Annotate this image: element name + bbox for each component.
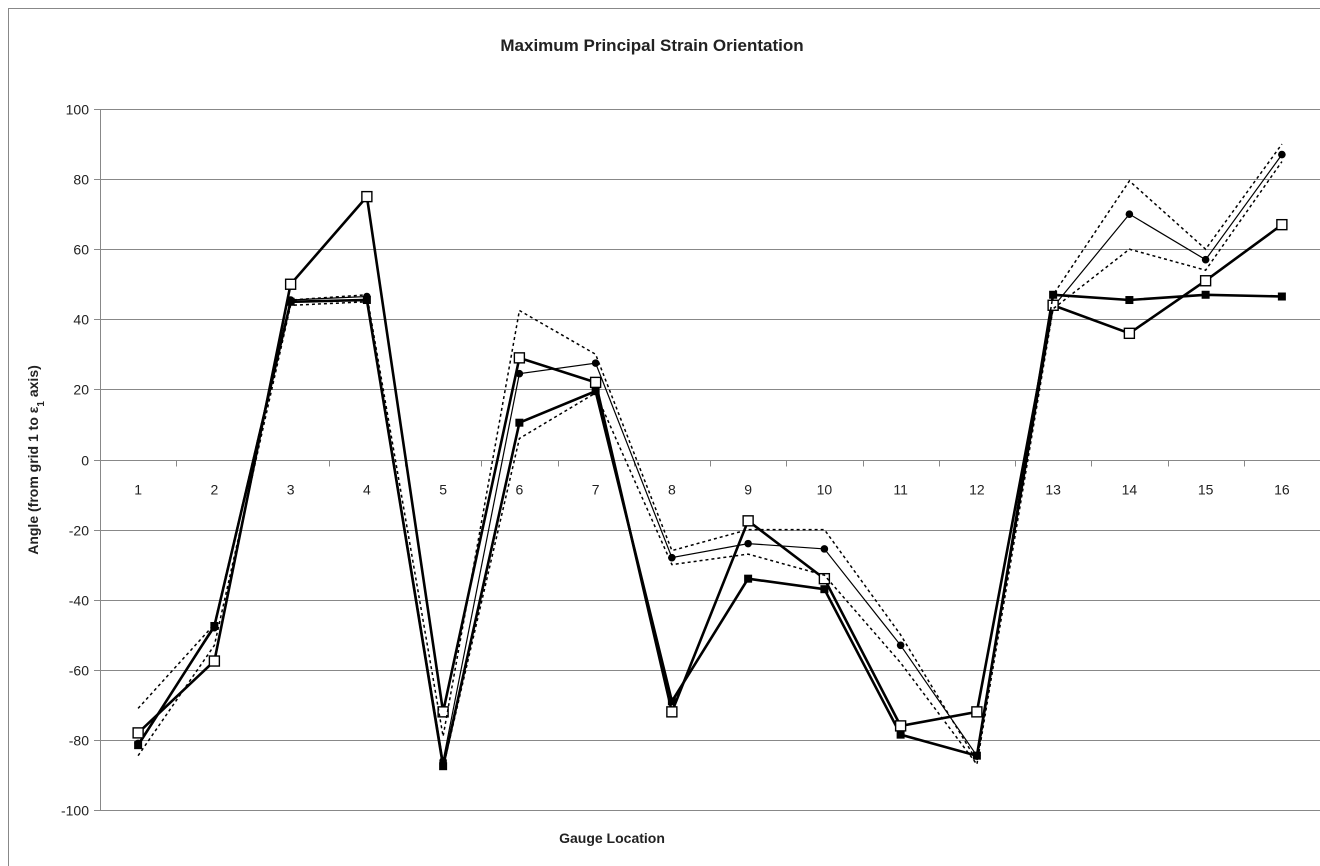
x-tick-label: 14	[1122, 482, 1138, 498]
series-line	[137, 293, 1282, 767]
x-tick-label: 10	[817, 482, 833, 498]
x-tick-label: 8	[668, 482, 676, 498]
data-point-circle	[1201, 255, 1210, 264]
x-tick-label: 7	[592, 482, 600, 498]
series-line	[137, 143, 1283, 764]
data-point-square-open	[361, 190, 373, 203]
data-point-square-filled	[820, 585, 829, 594]
x-axis: 1 2 3 4 5 6 7 8 9 10 11 12 13 14 15 16	[100, 460, 1320, 498]
y-tick-label: 0	[81, 453, 89, 469]
data-point-square-filled	[896, 730, 905, 739]
data-point-square-open	[513, 352, 526, 364]
data-point-square-open	[284, 278, 297, 290]
data-point-square-open	[666, 706, 678, 718]
series-2	[134, 150, 1286, 765]
x-tick-label: 13	[1045, 482, 1061, 498]
data-point-square-filled	[1125, 296, 1134, 305]
data-point-square-open	[1123, 327, 1136, 340]
x-tick-label: 6	[515, 482, 523, 498]
data-point-square-filled	[515, 418, 524, 427]
y-tick-label: 40	[73, 312, 89, 328]
data-point-circle	[210, 623, 219, 632]
y-tick-label: -40	[69, 593, 89, 609]
data-point-square-filled	[667, 697, 676, 706]
series-line	[137, 193, 1283, 734]
y-axis-title-subscript: 1	[36, 401, 47, 407]
data-point-circle	[1278, 150, 1286, 159]
data-series	[132, 143, 1288, 771]
y-tick-label: -20	[69, 523, 89, 539]
data-point-square-open	[1199, 275, 1212, 287]
chart-title: Maximum Principal Strain Orientation	[500, 36, 803, 55]
y-tick-label: 60	[73, 242, 89, 258]
series-4	[137, 143, 1283, 764]
x-tick-label: 12	[969, 482, 985, 498]
data-point-square-open	[818, 572, 831, 585]
data-point-square-open	[1047, 299, 1059, 311]
x-axis-title: Gauge Location	[559, 830, 665, 846]
x-tick-label: 16	[1274, 482, 1290, 498]
x-tick-label: 15	[1198, 482, 1214, 498]
data-point-circle	[744, 539, 752, 548]
data-point-square-open	[208, 655, 221, 667]
data-point-circle	[591, 359, 600, 367]
y-tick-label: 100	[66, 102, 90, 118]
data-point-circle	[896, 641, 905, 650]
data-point-square-filled	[1049, 290, 1058, 299]
y-tick-label: 20	[73, 382, 89, 398]
data-point-square-open	[894, 720, 907, 732]
data-point-square-open	[1276, 218, 1288, 231]
data-point-square-open	[132, 727, 144, 739]
gridlines	[94, 109, 1320, 811]
y-tick-labels: 100 80 60 40 20 0 -20 -40 -60 -80 -100	[61, 102, 89, 819]
data-point-square-filled	[744, 574, 753, 583]
y-tick-label: 80	[73, 172, 89, 188]
data-point-square-filled	[1201, 290, 1210, 299]
chart-frame	[8, 8, 1320, 866]
series-3	[132, 190, 1288, 739]
y-axis-title: Angle (from grid 1 to ε1 axis)	[25, 365, 47, 555]
x-tick-label: 1	[134, 482, 142, 498]
data-point-circle	[134, 739, 142, 748]
y-axis-title-suffix: axis)	[25, 365, 41, 401]
data-point-circle	[1125, 210, 1134, 218]
data-point-square-filled	[1277, 292, 1286, 301]
x-tick-label: 3	[287, 482, 295, 498]
x-tick-label: 5	[439, 482, 447, 498]
data-point-square-open	[742, 515, 754, 527]
x-tick-label: 4	[363, 482, 371, 498]
y-axis-title-prefix: Angle (from grid 1 to ε	[25, 406, 41, 555]
data-point-square-open	[971, 706, 983, 718]
y-tick-label: -100	[61, 803, 89, 819]
x-tick-label: 11	[893, 482, 908, 498]
x-tick-label: 9	[744, 482, 752, 498]
data-point-square-open	[589, 376, 602, 389]
x-tick-label: 2	[210, 482, 218, 498]
data-point-square-filled	[591, 387, 600, 396]
data-point-circle	[820, 545, 829, 553]
series-line	[137, 154, 1283, 762]
y-tick-label: -80	[69, 733, 89, 749]
y-tick-label: -60	[69, 663, 89, 679]
